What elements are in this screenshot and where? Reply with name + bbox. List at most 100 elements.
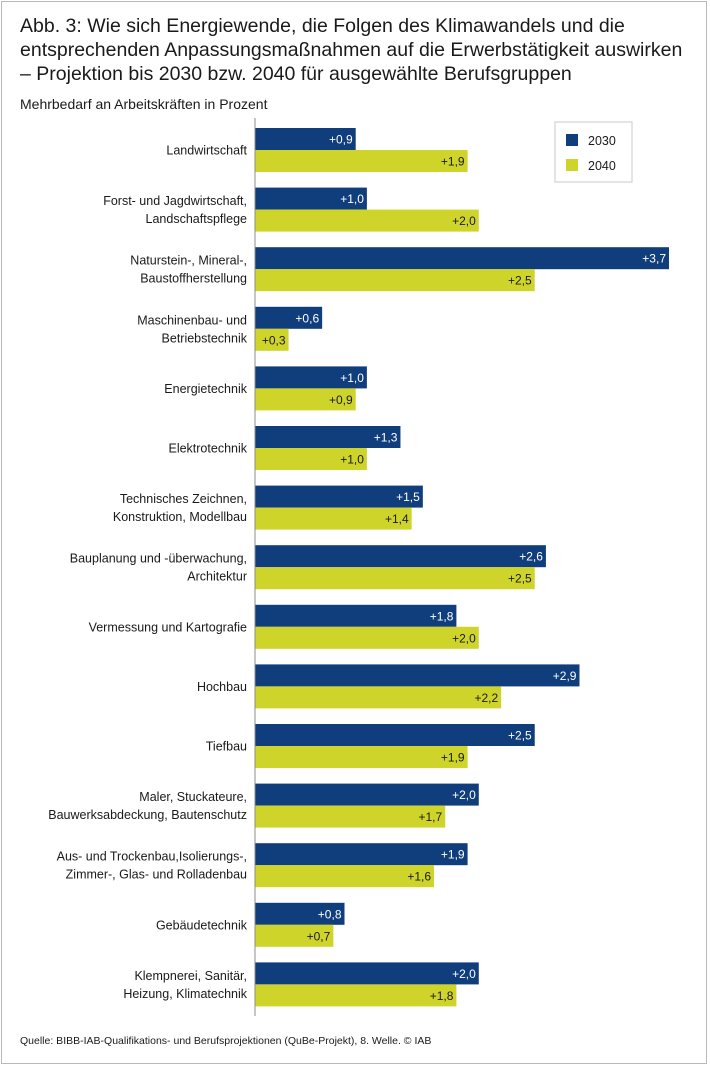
value-label-2030-7: +2,6 (519, 550, 543, 564)
bar-2040-4 (255, 388, 356, 411)
bar-2030-9 (255, 664, 580, 687)
value-label-2040-3: +0,3 (262, 333, 286, 347)
category-label-5: Elektrotechnik (168, 442, 247, 456)
value-label-2040-14: +1,8 (430, 989, 454, 1003)
bar-2040-2 (255, 269, 535, 292)
category-label-line: Technisches Zeichnen, (120, 492, 247, 506)
bar-2040-7 (255, 567, 535, 590)
category-label-line: Energietechnik (164, 382, 247, 396)
value-label-2040-5: +1,0 (340, 453, 364, 467)
category-label-line: Naturstein-, Mineral-, (130, 254, 247, 268)
value-label-2030-4: +1,0 (340, 371, 364, 385)
legend-label-2030: 2030 (588, 134, 616, 148)
bar-2030-1 (255, 187, 367, 210)
category-label-14: Klempnerei, Sanitär, Heizung, Klimatechni… (123, 969, 247, 1001)
bar-2040-14 (255, 984, 457, 1007)
bar-2040-12 (255, 865, 435, 888)
bar-2030-0 (255, 128, 356, 150)
value-label-2040-12: +1,6 (407, 870, 431, 884)
bar-2030-6 (255, 485, 423, 508)
category-label-line: Bauwerksabdeckung, Bautenschutz (48, 808, 247, 822)
category-label-11: Maler, Stuckateure, Bauwerksabdeckung, Ba… (48, 790, 247, 822)
bar-2030-7 (255, 545, 546, 568)
category-label-3: Maschinenbau- und Betriebstechnik (137, 313, 248, 345)
value-label-2040-13: +0,7 (307, 929, 331, 943)
bar-2040-5 (255, 448, 367, 470)
value-label-2030-10: +2,5 (508, 729, 532, 743)
category-label-line: Konstruktion, Modellbau (113, 510, 247, 524)
value-label-2030-1: +1,0 (340, 192, 364, 206)
value-label-2040-6: +1,4 (385, 512, 409, 526)
category-label-line: Betriebstechnik (162, 331, 248, 345)
value-label-2040-10: +1,9 (441, 751, 465, 765)
category-label-7: Bauplanung und -überwachung, Architektur (70, 552, 247, 584)
bar-2040-10 (255, 746, 468, 768)
value-label-2030-9: +2,9 (553, 669, 577, 683)
bar-2030-5 (255, 426, 401, 448)
category-label-line: Baustoffherstellung (140, 272, 247, 286)
bar-2030-4 (255, 366, 367, 389)
source-note: Quelle: BIBB-IAB-Qualifikations- und Ber… (20, 1035, 432, 1047)
category-label-line: Bauplanung und -überwachung, (70, 552, 247, 566)
value-label-2030-11: +2,0 (452, 788, 476, 802)
bar-2040-13 (255, 924, 334, 947)
category-label-line: Aus- und Trockenbau,Isolierungs-, (57, 850, 247, 864)
chart-subtitle: Mehrbedarf an Arbeitskräften in Prozent (20, 96, 268, 112)
category-label-line: Heizung, Klimatechnik (123, 987, 247, 1001)
value-label-2040-4: +0,9 (329, 393, 353, 407)
value-label-2030-5: +1,3 (374, 431, 398, 445)
bar-2040-11 (255, 805, 446, 828)
category-label-line: Maschinenbau- und (137, 313, 247, 327)
category-label-0: Landwirtschaft (166, 144, 247, 158)
category-label-line: Forst- und Jagdwirtschaft, (103, 194, 247, 208)
category-label-line: Vermessung und Kartografie (89, 620, 247, 634)
value-label-2030-2: +3,7 (642, 252, 666, 266)
chart-title: Abb. 3: Wie sich Energiewende, die Folge… (20, 14, 700, 86)
category-label-1: Forst- und Jagdwirtschaft, Landschaftspfl… (103, 194, 247, 226)
bar-2030-13 (255, 902, 345, 925)
category-label-line: Landschaftspflege (146, 212, 248, 226)
title-line-3: – Projektion bis 2030 bzw. 2040 für ausg… (20, 63, 572, 85)
legend-swatch-2040 (566, 159, 578, 171)
category-label-line: Hochbau (197, 680, 247, 694)
category-label-line: Tiefbau (206, 740, 247, 754)
value-label-2030-6: +1,5 (396, 490, 420, 504)
category-label-line: Zimmer-, Glas- und Rolladenbau (66, 868, 247, 882)
bar-2040-8 (255, 626, 479, 649)
value-label-2030-14: +2,0 (452, 967, 476, 981)
title-line-1: Abb. 3: Wie sich Energiewende, die Folge… (20, 15, 625, 37)
bar-2040-0 (255, 150, 468, 172)
category-label-12: Aus- und Trockenbau,Isolierungs-, Zimmer-… (57, 850, 247, 882)
category-label-9: Hochbau (197, 680, 247, 694)
category-label-line: Klempnerei, Sanitär, (134, 969, 247, 983)
value-label-2040-11: +1,7 (419, 810, 443, 824)
value-label-2030-12: +1,9 (441, 848, 465, 862)
bar-2040-6 (255, 507, 412, 530)
value-label-2030-3: +0,6 (295, 311, 319, 325)
value-label-2030-13: +0,8 (318, 907, 342, 921)
bar-2030-8 (255, 604, 457, 627)
category-label-line: Architektur (187, 570, 247, 584)
bar-2030-10 (255, 724, 535, 746)
bar-2030-11 (255, 783, 479, 806)
value-label-2030-0: +0,9 (329, 133, 353, 147)
bar-2030-2 (255, 247, 669, 270)
category-label-10: Tiefbau (206, 740, 247, 754)
category-label-6: Technisches Zeichnen, Konstruktion, Model… (113, 492, 247, 524)
category-label-line: Elektrotechnik (168, 442, 247, 456)
bar-2040-9 (255, 686, 502, 709)
value-label-2040-1: +2,0 (452, 214, 476, 228)
title-line-2: entsprechenden Anpassungsmaßnahmen auf d… (20, 39, 683, 61)
value-label-2040-0: +1,9 (441, 155, 465, 169)
bar-2030-12 (255, 843, 468, 866)
legend-box (554, 121, 633, 183)
legend-label-2040: 2040 (588, 159, 616, 173)
legend-swatch-2030 (566, 134, 578, 146)
bar-2030-14 (255, 962, 479, 985)
bar-2040-1 (255, 209, 479, 232)
value-label-2040-9: +2,2 (474, 691, 498, 705)
category-label-line: Landwirtschaft (166, 144, 247, 158)
value-label-2040-2: +2,5 (508, 274, 532, 288)
